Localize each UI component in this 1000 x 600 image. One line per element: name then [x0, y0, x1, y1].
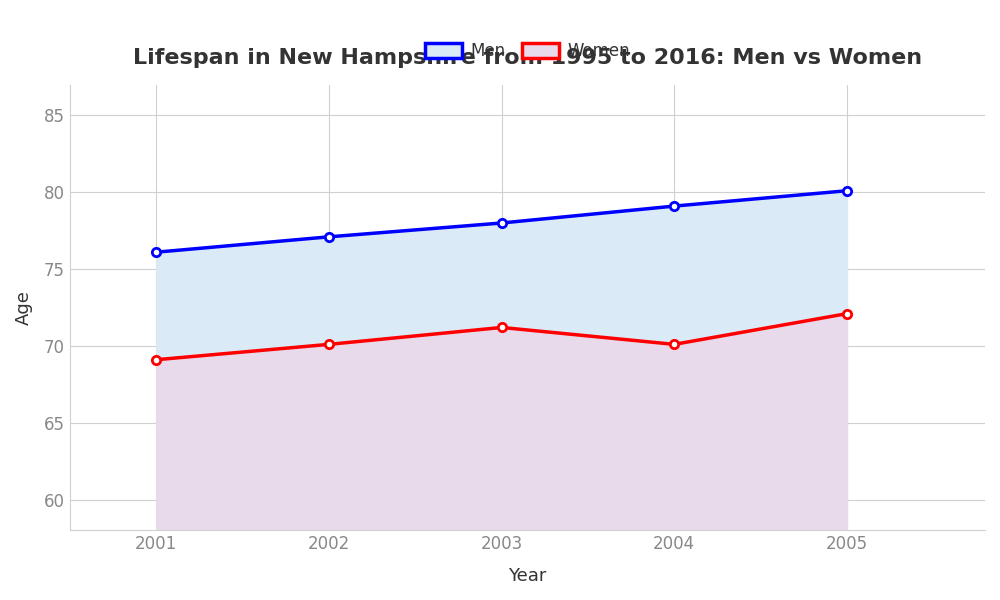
Y-axis label: Age: Age [15, 290, 33, 325]
X-axis label: Year: Year [508, 567, 547, 585]
Title: Lifespan in New Hampshire from 1995 to 2016: Men vs Women: Lifespan in New Hampshire from 1995 to 2… [133, 48, 922, 68]
Legend: Men, Women: Men, Women [419, 35, 636, 67]
